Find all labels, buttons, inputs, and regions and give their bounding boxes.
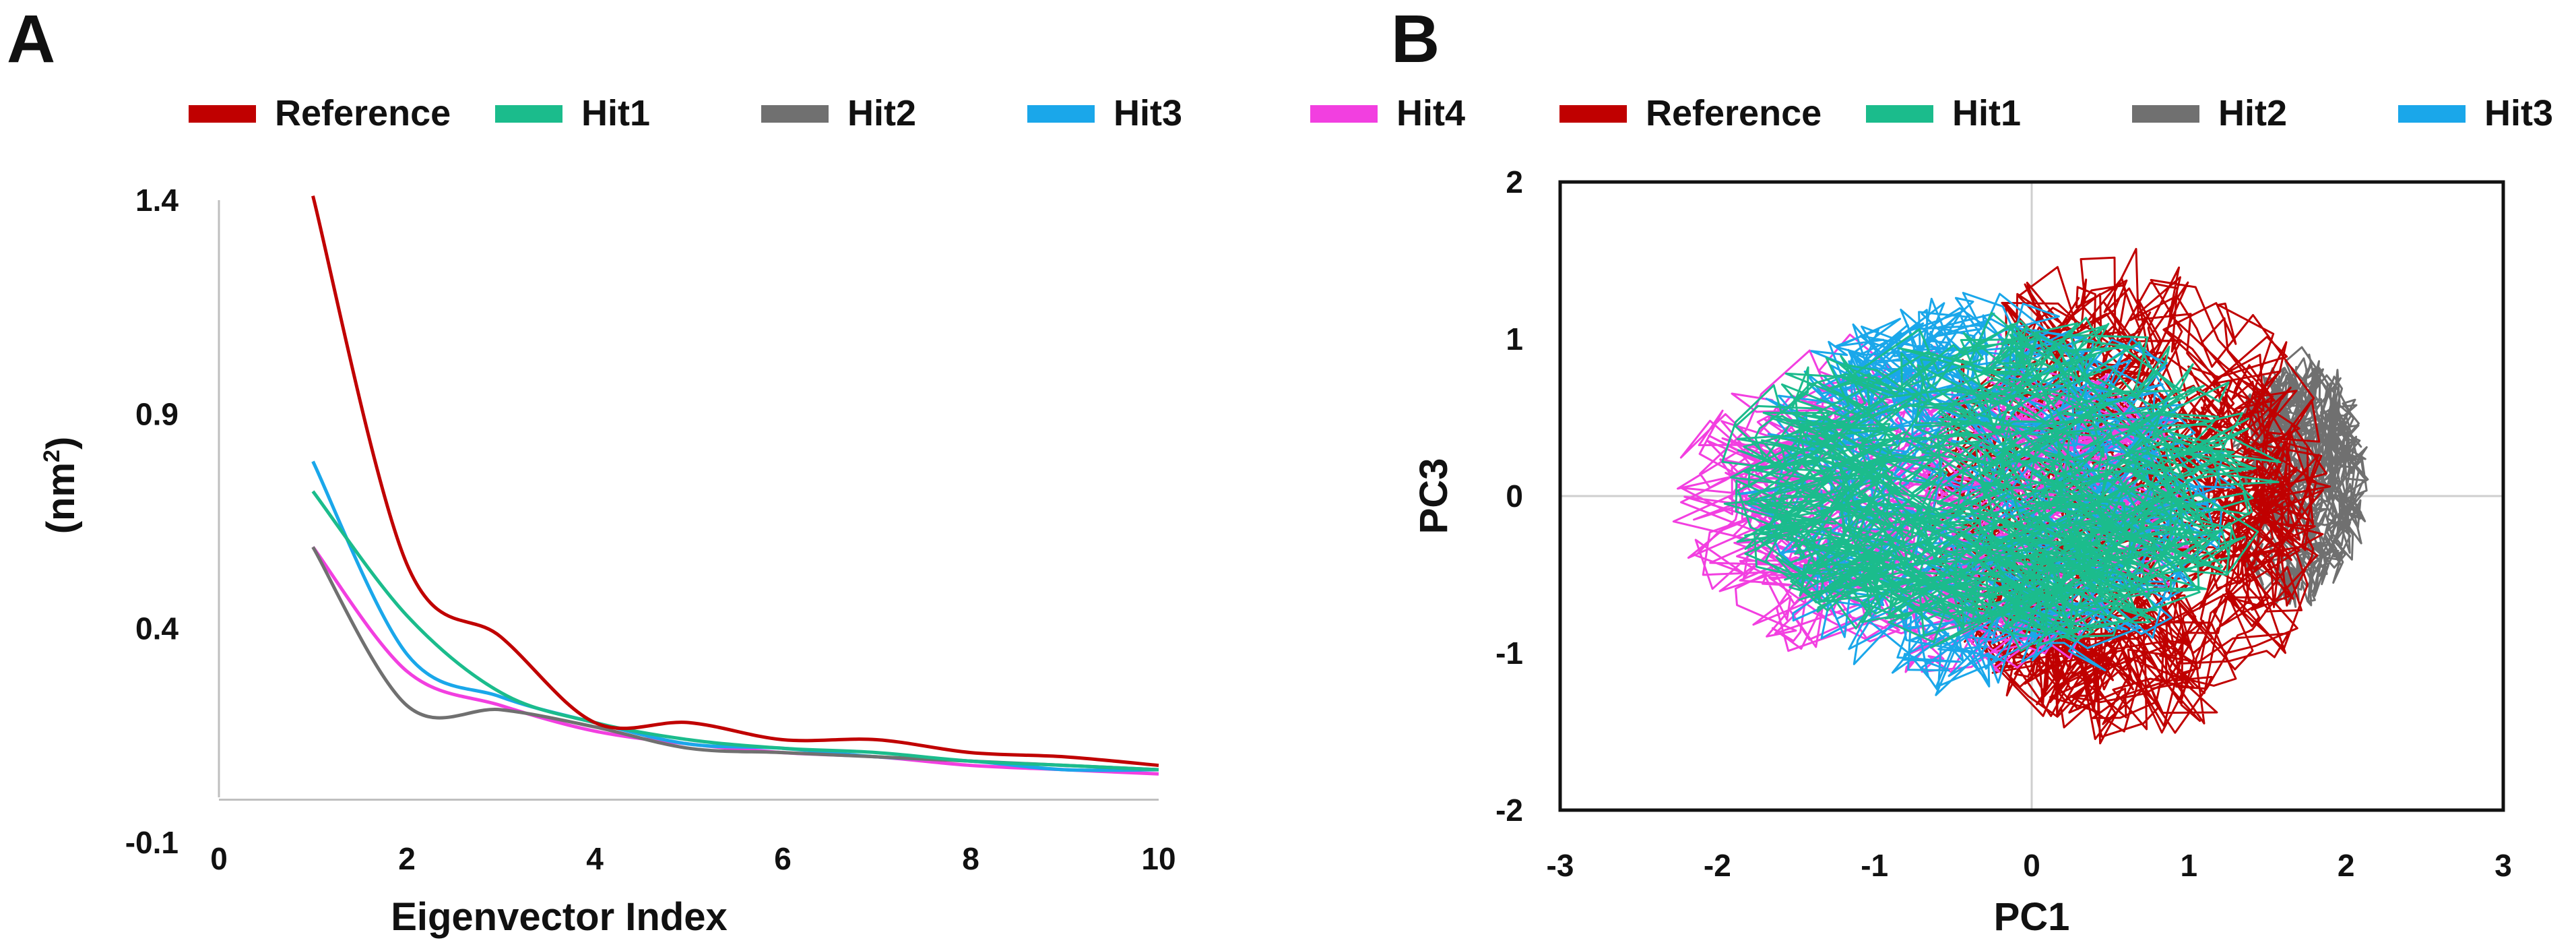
legend-swatch-hit3 bbox=[2398, 105, 2466, 123]
a-x-tick-label: 4 bbox=[586, 841, 604, 876]
b-y-tick-label: 1 bbox=[1506, 321, 1523, 357]
a-y-tick-label: 1.4 bbox=[135, 183, 179, 218]
trajectory-hit1 bbox=[1721, 311, 2282, 652]
eigenvalue-line-chart: Reference Hit1 Hit2 Hit3 Hit4 1.4 0.9 0.4 -0.1 0… bbox=[39, 93, 1465, 939]
b-x-tick-label: -1 bbox=[1861, 848, 1888, 883]
legend-swatch-hit2 bbox=[761, 105, 829, 123]
b-y-tick-label: -1 bbox=[1495, 636, 1523, 671]
a-x-tick-label: 6 bbox=[774, 841, 792, 876]
line-hit1 bbox=[311, 490, 1159, 772]
a-x-tick-label: 8 bbox=[962, 841, 979, 876]
line-hit3 bbox=[311, 460, 1159, 772]
legend-label-hit4: Hit4 bbox=[1396, 93, 1465, 133]
legend-swatch-reference bbox=[1559, 105, 1627, 123]
a-y-tick-label: 0.4 bbox=[135, 611, 179, 646]
a-x-tick-label: 0 bbox=[210, 841, 228, 876]
b-y-tick-label: 2 bbox=[1506, 164, 1523, 200]
legend-swatch-hit1 bbox=[495, 105, 562, 123]
b-x-tick-label: 2 bbox=[2338, 848, 2355, 883]
b-y-tick-label: -2 bbox=[1495, 793, 1523, 828]
legend-swatch-hit3 bbox=[1027, 105, 1095, 123]
pca-axes: 2 1 0 -1 -2 -3 -2 -1 0 1 2 3 bbox=[1495, 164, 2512, 883]
legend-label-hit2: Hit2 bbox=[847, 93, 916, 133]
b-x-tick-label: 0 bbox=[2023, 848, 2040, 883]
legend-label-hit3: Hit3 bbox=[2484, 93, 2553, 133]
a-y-tick-label: -0.1 bbox=[125, 825, 179, 860]
line-hit4 bbox=[311, 546, 1159, 776]
b-y-axis-title: PC3 bbox=[1412, 458, 1456, 534]
b-y-tick-label: 0 bbox=[1506, 479, 1523, 514]
legend-label-hit2: Hit2 bbox=[2218, 93, 2287, 133]
eigenvalue-axes: 1.4 0.9 0.4 -0.1 0 2 4 6 8 10 bbox=[125, 183, 1176, 876]
legend-swatch-reference bbox=[189, 105, 256, 123]
a-x-axis-title: Eigenvector Index bbox=[391, 895, 728, 939]
line-reference bbox=[311, 195, 1159, 768]
legend-label-hit3: Hit3 bbox=[1114, 93, 1182, 133]
pca-trajectory-clouds bbox=[1672, 247, 2369, 745]
a-x-tick-label: 2 bbox=[398, 841, 416, 876]
legend-label-hit1: Hit1 bbox=[581, 93, 650, 133]
b-x-tick-label: -2 bbox=[1704, 848, 1731, 883]
legend-swatch-hit2 bbox=[2132, 105, 2199, 123]
legend-label-reference: Reference bbox=[1646, 93, 1822, 133]
pca-plot-frame bbox=[1558, 180, 2505, 812]
panel-a-label: A bbox=[7, 1, 55, 77]
legend-swatch-hit4 bbox=[1310, 105, 1378, 123]
b-x-tick-label: 3 bbox=[2494, 848, 2512, 883]
panel-b-label: B bbox=[1391, 1, 1440, 77]
eigenvalue-series-lines bbox=[311, 195, 1159, 776]
b-x-axis-title: PC1 bbox=[1994, 895, 2070, 939]
a-y-tick-label: 0.9 bbox=[135, 397, 179, 432]
a-y-axis-title: (nm2) bbox=[39, 437, 83, 534]
legend-a: Reference Hit1 Hit2 Hit3 Hit4 bbox=[189, 93, 1465, 133]
legend-swatch-hit1 bbox=[1866, 105, 1933, 123]
b-x-tick-label: -3 bbox=[1547, 848, 1574, 883]
b-x-tick-label: 1 bbox=[2181, 848, 2198, 883]
legend-label-hit1: Hit1 bbox=[1952, 93, 2021, 133]
line-hit2 bbox=[311, 546, 1159, 772]
legend-label-reference: Reference bbox=[275, 93, 451, 133]
a-x-tick-label: 10 bbox=[1141, 841, 1176, 876]
